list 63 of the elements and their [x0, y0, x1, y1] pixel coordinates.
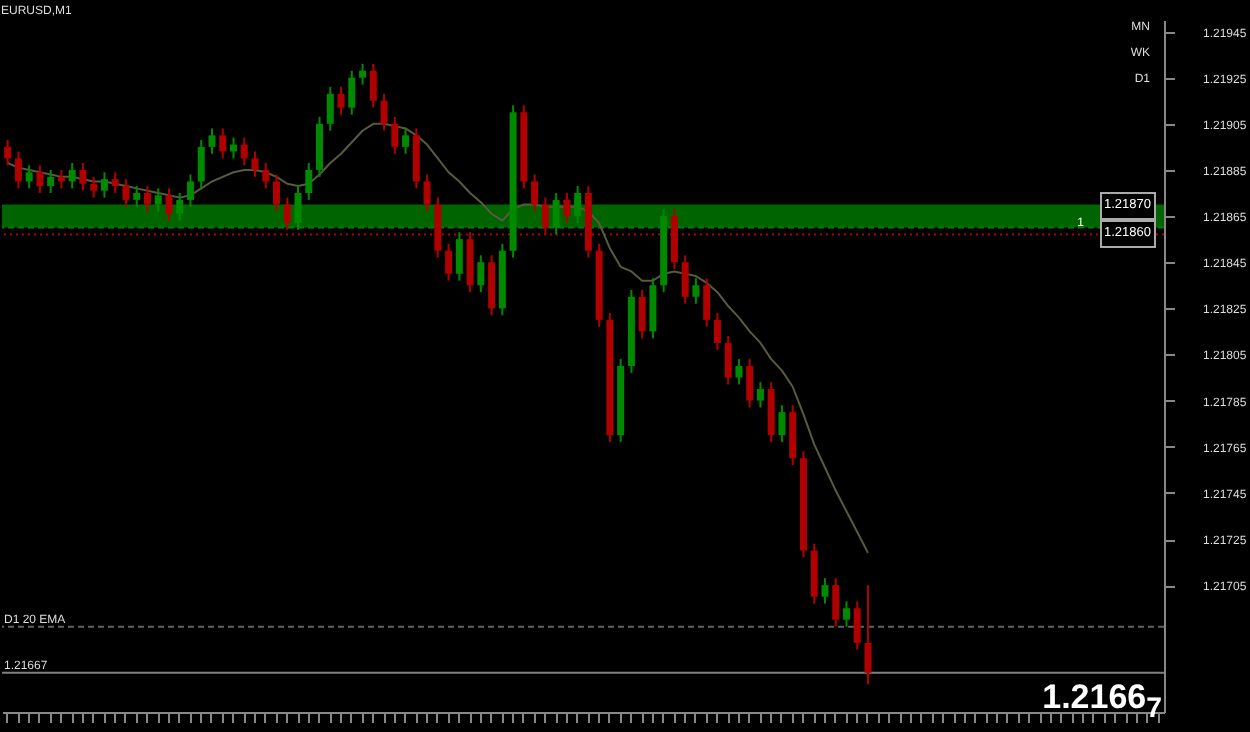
candlestick — [423, 173, 431, 213]
candlestick — [713, 311, 721, 351]
candlestick — [821, 577, 829, 605]
candlestick — [25, 164, 33, 190]
candlestick — [133, 185, 141, 208]
candlestick — [111, 171, 119, 194]
candlestick — [47, 168, 55, 194]
candlestick — [488, 254, 496, 317]
annotation: 1.2166$_{7}$ — [1042, 677, 1162, 724]
candlestick — [864, 584, 872, 686]
candlestick — [90, 175, 98, 199]
candlestick — [100, 171, 108, 199]
candlestick — [767, 381, 775, 444]
candlestick — [14, 150, 22, 190]
candlestick — [122, 178, 130, 208]
candlestick — [746, 358, 754, 409]
candlestick — [531, 173, 539, 213]
candlestick — [262, 162, 270, 190]
candlestick — [638, 288, 646, 340]
candlestick — [143, 185, 151, 213]
candlestick — [186, 173, 194, 208]
candlestick — [79, 162, 87, 192]
candlestick — [337, 85, 345, 116]
candlestick — [842, 600, 850, 628]
candlestick — [251, 150, 259, 178]
candlestick — [692, 277, 700, 305]
candlestick — [380, 92, 388, 132]
candlestick — [273, 173, 280, 213]
candlestick — [563, 192, 571, 224]
candlestick — [208, 127, 216, 155]
candlestick — [219, 127, 227, 160]
candlestick — [348, 69, 356, 116]
candlestick — [240, 136, 248, 167]
candlestick — [316, 115, 324, 178]
candlestick — [853, 600, 861, 651]
candlestick — [412, 127, 420, 190]
candlestick — [197, 138, 205, 190]
candlestick — [36, 164, 44, 194]
candlestick — [445, 242, 453, 282]
candlestick — [176, 192, 184, 222]
candlestick — [68, 162, 76, 190]
candlestick — [778, 404, 786, 444]
candlestick — [756, 381, 764, 409]
candlestick — [477, 254, 485, 294]
candlestick — [402, 127, 410, 155]
candlestick — [832, 577, 840, 628]
candlestick — [326, 85, 334, 132]
candlestick — [391, 115, 399, 155]
candlestick — [305, 162, 313, 201]
candlestick — [4, 138, 12, 167]
candlestick — [283, 196, 291, 231]
candlestick — [681, 254, 689, 305]
candlestick — [810, 542, 818, 605]
candlestick — [574, 185, 582, 224]
candlestick — [724, 335, 732, 386]
candlestick — [369, 62, 377, 109]
candlestick — [359, 62, 367, 86]
candlestick — [649, 277, 657, 340]
candlestick — [165, 187, 173, 222]
candlestick — [703, 277, 711, 328]
candlestick — [735, 358, 743, 386]
candlestick — [154, 187, 162, 213]
candlestick — [789, 404, 797, 467]
